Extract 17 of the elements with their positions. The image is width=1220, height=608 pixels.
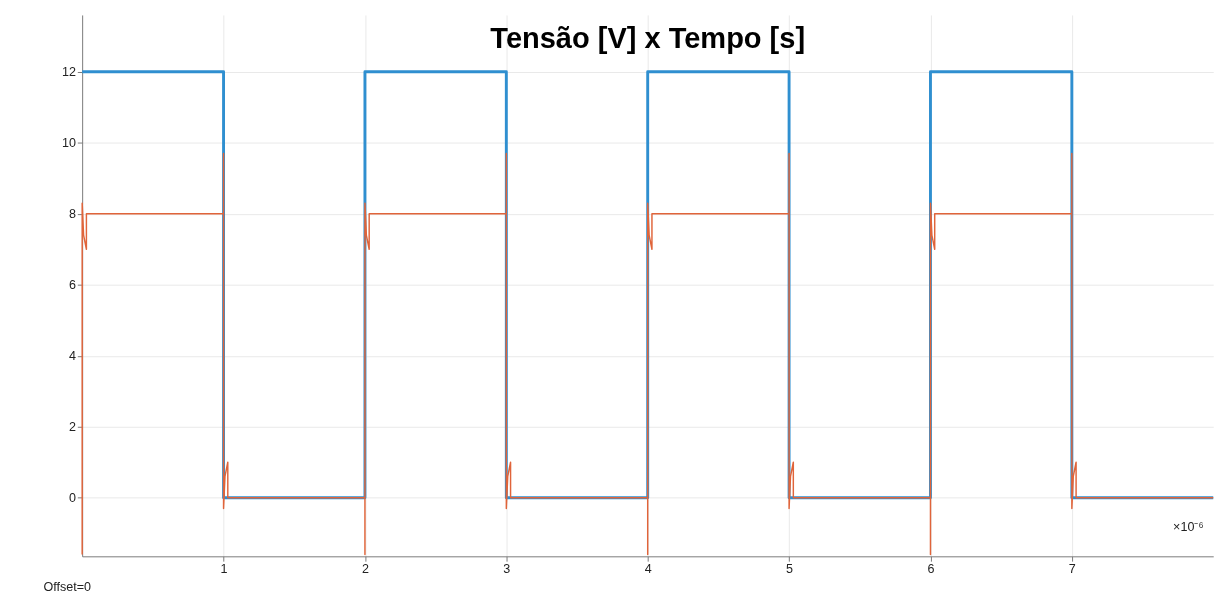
x-tick-label: 2 <box>361 562 369 577</box>
y-tick-label: 12 <box>61 65 76 80</box>
x-tick-label: 7 <box>1068 562 1076 577</box>
x-tick-label: 3 <box>503 562 511 577</box>
x-tick-label: 5 <box>786 562 794 577</box>
annotation: ×10⁻⁶ <box>1173 520 1204 535</box>
y-tick-label: 10 <box>61 136 76 151</box>
x-tick-label: 4 <box>644 562 652 577</box>
y-tick-label: 4 <box>68 349 76 364</box>
y-tick-label: 8 <box>68 207 76 222</box>
text: Offset=0 <box>43 580 92 595</box>
x-tick-label: 6 <box>927 562 935 577</box>
y-tick-label: 2 <box>68 420 76 435</box>
y-tick-label: 6 <box>68 278 76 293</box>
chart-title: Tensão [V] x Tempo [s] <box>490 21 806 54</box>
y-tick-label: 0 <box>68 491 76 506</box>
x-tick-label: 1 <box>220 562 228 577</box>
